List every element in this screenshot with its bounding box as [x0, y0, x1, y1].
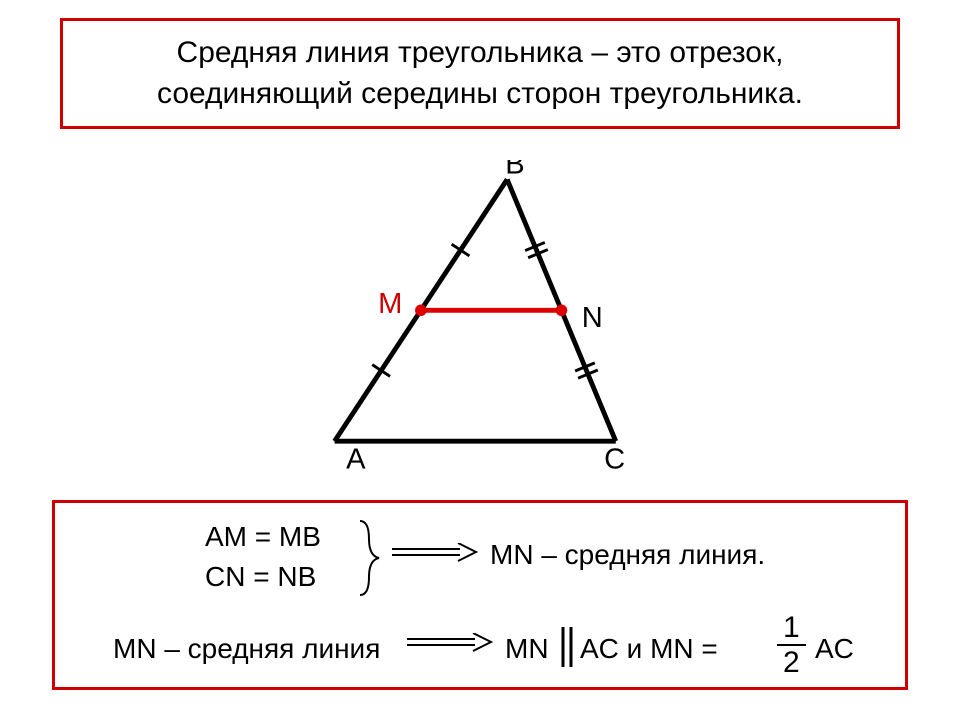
formula-box: AM = MB CN = NB MN – средняя линия. MN –… — [52, 500, 908, 690]
ac-and-mn-eq: AC и MN = — [580, 633, 718, 665]
implies-arrow-2 — [405, 633, 495, 653]
point-m — [415, 304, 427, 316]
point-n — [556, 304, 568, 316]
premise-midline: MN – средняя линия — [113, 633, 380, 665]
definition-text: Средняя линия треугольника – это отрезок… — [83, 33, 877, 114]
fraction-denominator: 2 — [777, 646, 806, 679]
label-a: A — [346, 443, 366, 475]
fraction-half: 1 2 — [777, 611, 806, 679]
formula-content: AM = MB CN = NB MN – средняя линия. MN –… — [55, 503, 905, 687]
definition-box: Средняя линия треугольника – это отрезок… — [60, 18, 900, 129]
label-n: N — [582, 302, 603, 334]
mn-text: MN — [505, 633, 549, 665]
implies-arrow-1 — [390, 543, 480, 563]
label-c: C — [604, 443, 625, 475]
label-b: B — [505, 160, 524, 181]
conclusion-midline: MN – средняя линия. — [490, 539, 765, 571]
eq-cn-nb: CN = NB — [205, 561, 316, 593]
label-m: M — [378, 288, 402, 320]
brace-icon — [355, 519, 385, 597]
ac-final: AC — [815, 633, 854, 665]
diagram-svg: A B C M N — [240, 160, 720, 480]
parallel-icon — [559, 625, 577, 669]
eq-am-mb: AM = MB — [205, 521, 321, 553]
triangle-diagram: A B C M N — [240, 160, 720, 480]
fraction-numerator: 1 — [777, 611, 806, 646]
